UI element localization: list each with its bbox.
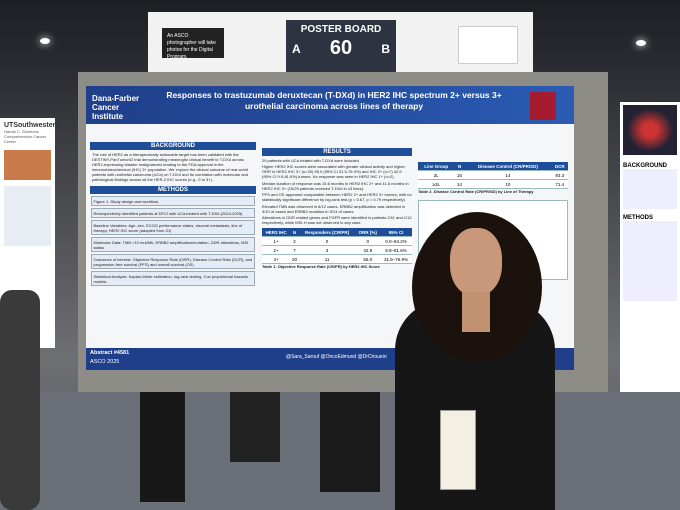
poster-title: Responses to trastuzumab deruxtecan (T-D… xyxy=(166,90,502,111)
table-cell: 11 xyxy=(298,254,356,264)
method-item: Baseline Variables: Age, sex, ECOG perfo… xyxy=(91,220,255,235)
table-cell: 3 xyxy=(298,245,356,255)
middle-column: RESULTS 29 patients with UCa treated wit… xyxy=(262,148,412,269)
header-cell: ORR (%) xyxy=(355,228,381,237)
section-heading: BACKGROUND xyxy=(623,163,667,169)
table-header: HER2 IHC N Responders (CR/PR) ORR (%) 95% CI xyxy=(262,228,412,237)
methods-list: Figure 1. Study design and workflow. Retr… xyxy=(90,196,256,286)
side-left: A xyxy=(292,42,301,56)
logo xyxy=(530,92,556,120)
person-neck xyxy=(462,292,490,332)
bystander xyxy=(140,392,185,502)
result-bullet: 29 patients with UCa treated with T-DXd … xyxy=(262,157,359,163)
bystander xyxy=(230,392,280,462)
table-cell: 20 xyxy=(290,254,299,264)
table-cell: 93.3 xyxy=(551,170,568,180)
header-cell: Responders (CR/PR) xyxy=(298,228,356,237)
table-cell: 42.9 xyxy=(355,245,381,255)
table-cell: 31.5–76.9% xyxy=(380,254,412,264)
table: Line Group N Disease Control (CR/PR/SD) DCR… xyxy=(418,162,568,189)
logo xyxy=(623,105,677,155)
institution: UTSouthwestern xyxy=(4,122,60,129)
table-cell: 10 xyxy=(464,179,552,189)
table-row: 3+ 20 11 55.0 31.5–76.9% xyxy=(262,254,412,264)
method-item: Outcomes of interest: Objective Response… xyxy=(91,254,255,269)
person-face xyxy=(450,228,502,296)
table-cell: 0.0–84.2% xyxy=(380,236,412,246)
method-item: Molecular Data: TMB >10 mut/Mb, ERBB2 am… xyxy=(91,237,255,252)
method-item: Retrospectively identified patients at D… xyxy=(91,208,255,218)
text-block xyxy=(623,221,677,301)
table-header: Line Group N Disease Control (CR/PR/SD) DCR xyxy=(418,162,568,171)
header-cell: N xyxy=(290,228,299,237)
result-bullet: Median duration of response was 15.6 mon… xyxy=(262,180,409,191)
text-block xyxy=(4,186,51,246)
figure xyxy=(4,150,51,180)
header-cell: Disease Control (CR/PR/SD) xyxy=(464,162,552,171)
table-cell: 0 xyxy=(355,236,381,246)
result-bullet: Higher HER2 IHC scores were associated w… xyxy=(262,164,405,179)
header-cell: Line Group xyxy=(418,162,455,171)
table-row: 1+ 2 0 0 0.0–84.2% xyxy=(262,236,412,246)
table-row: ≥3L 14 10 71.4 xyxy=(418,179,568,189)
right-poster: BACKGROUND METHODS xyxy=(620,102,680,392)
board-number-box: POSTER BOARD A 60 B xyxy=(286,20,396,72)
table-row: 2L 15 14 93.3 xyxy=(418,170,568,180)
table-caption: Table 2. Disease Control Rate (CR/PR/SD)… xyxy=(418,189,534,194)
result-bullet: Alterations in DDR related genes and FGF… xyxy=(262,215,412,225)
light xyxy=(636,40,646,46)
table-cell: 0 xyxy=(298,236,356,246)
backpack xyxy=(0,290,40,510)
table-cell: 9.9–81.6% xyxy=(380,245,412,255)
header-cell: HER2 IHC xyxy=(262,228,291,237)
table-cell: 2L xyxy=(418,170,455,180)
photo-note: An ASCO photographer will take photos fo… xyxy=(162,28,224,60)
method-item: Figure 1. Study design and workflow. xyxy=(91,196,255,206)
table-cell: ≥3L xyxy=(418,179,455,189)
table-cell: 2+ xyxy=(262,245,291,255)
header-cell: N xyxy=(454,162,465,171)
table-caption: Table 1. Objective Response Rate (CR/PR)… xyxy=(262,264,380,269)
side-right: B xyxy=(381,42,390,56)
section-heading: RESULTS xyxy=(262,148,412,156)
text-block xyxy=(623,169,677,209)
handle: @Sara_Sarouf @OncoEdmund @DrChoueiri xyxy=(286,354,387,360)
method-item: Statistical Analysis: Kaplan-Meier estim… xyxy=(91,271,255,286)
table-cell: 14 xyxy=(464,170,552,180)
left-column: BACKGROUND The role of HER2 as a therape… xyxy=(90,142,256,288)
poster-header: Dana-Farber Cancer Institute Responses t… xyxy=(86,86,574,124)
logo-panel xyxy=(458,26,518,64)
subtitle: Harold C. Simmons Comprehensive Cancer C… xyxy=(4,129,47,144)
table-cell: 14 xyxy=(454,179,465,189)
badge xyxy=(440,410,476,490)
sign-board: An ASCO photographer will take photos fo… xyxy=(148,12,533,78)
header-cell: 95% CI xyxy=(380,228,412,237)
table-cell: 2 xyxy=(290,236,299,246)
section-heading: METHODS xyxy=(90,186,256,194)
institution: Dana-Farber Cancer Institute xyxy=(92,94,140,121)
header-cell: DCR xyxy=(551,162,568,171)
board-label: POSTER BOARD xyxy=(300,24,382,35)
table-cell: 71.4 xyxy=(551,179,568,189)
table-cell: 1+ xyxy=(262,236,291,246)
result-bullet: Elevated TMB was observed in 6/12 cases.… xyxy=(262,203,406,214)
results-list: 29 patients with UCa treated with T-DXd … xyxy=(262,158,412,226)
section-heading: METHODS xyxy=(623,215,653,221)
board-number: 60 xyxy=(329,37,353,59)
table-row: 2+ 7 3 42.9 9.9–81.6% xyxy=(262,245,412,255)
meeting: ASCO 2025 xyxy=(90,359,120,365)
table-cell: 7 xyxy=(290,245,299,255)
table-cell: 3+ xyxy=(262,254,291,264)
result-bullet: PFS and OS appeared comparable between H… xyxy=(262,192,412,202)
bystander xyxy=(320,392,380,492)
table-cell: 15 xyxy=(454,170,465,180)
background-text: The role of HER2 as a therapeutically ac… xyxy=(92,152,249,182)
table: HER2 IHC N Responders (CR/PR) ORR (%) 95% CI… xyxy=(262,228,412,264)
abstract: Abstract #4581 xyxy=(90,350,130,356)
section-heading: BACKGROUND xyxy=(90,142,256,150)
light xyxy=(40,38,50,44)
table-cell: 55.0 xyxy=(355,254,381,264)
